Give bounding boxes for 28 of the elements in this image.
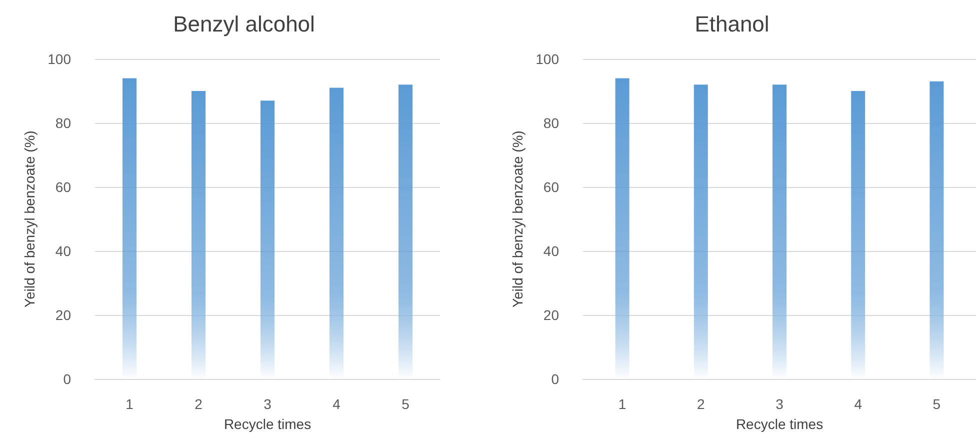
x-tick-label: 5 [402,396,410,412]
chart-title: Benzyl alcohol [173,12,315,36]
x-tick-label: 3 [776,396,784,412]
x-tick-label: 1 [618,396,626,412]
x-axis-title: Recycle times [224,416,312,432]
y-tick-label: 100 [536,51,560,67]
y-tick-label: 40 [543,243,560,259]
x-tick-label: 4 [854,396,862,412]
y-tick-label: 60 [543,179,560,195]
y-tick-label: 100 [48,51,72,67]
x-tick-label: 4 [332,396,341,412]
y-tick-label: 60 [55,179,72,195]
x-axis-title: Recycle times [736,416,824,432]
x-tick-label: 5 [932,396,941,412]
y-tick-label: 80 [543,115,560,131]
y-tick-label: 80 [55,115,72,131]
y-tick-label: 20 [543,307,560,323]
y-tick-label: 0 [63,371,72,387]
y-tick-label: 40 [55,243,72,259]
y-axis-title: Yeild of benzyl benzoate (%) [510,130,526,308]
chart-title: Ethanol [694,12,770,36]
y-axis-title: Yeild of benzyl benzoate (%) [22,130,38,308]
x-tick-label: 1 [126,396,134,412]
x-tick-label: 3 [264,396,272,412]
x-tick-label: 2 [697,396,705,412]
y-tick-label: 0 [551,371,560,387]
x-tick-label: 2 [194,396,203,412]
y-tick-label: 20 [55,307,72,323]
